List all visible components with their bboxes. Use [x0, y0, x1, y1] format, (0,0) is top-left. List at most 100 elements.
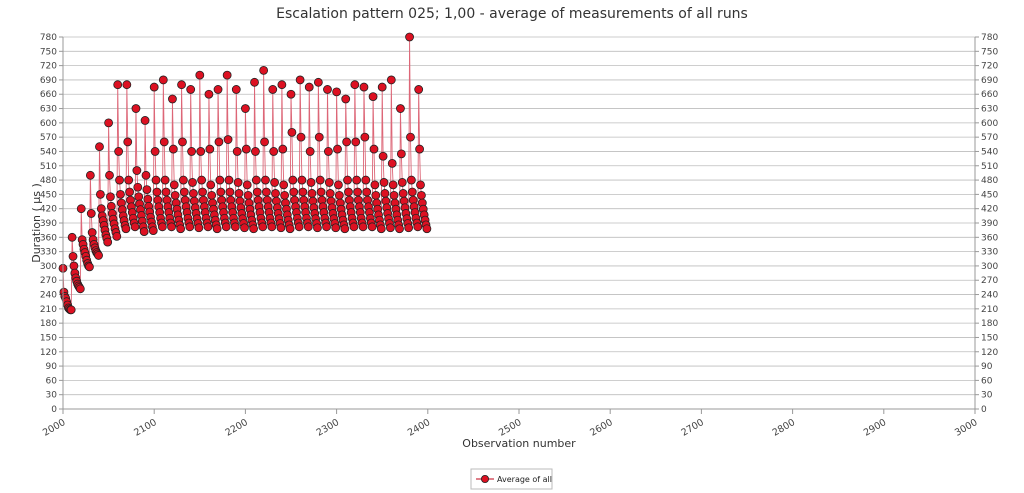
data-point	[168, 94, 177, 104]
y-tick-label-left: 780	[40, 33, 57, 43]
data-point	[343, 175, 352, 185]
data-point	[196, 147, 206, 156]
y-tick-label-left: 180	[40, 319, 57, 329]
data-point	[225, 187, 235, 197]
data-point	[267, 222, 277, 232]
data-point	[134, 192, 144, 202]
data-point	[240, 104, 250, 113]
data-point	[197, 175, 207, 185]
y-tick-label-right: 360	[981, 233, 998, 243]
data-point	[295, 75, 305, 85]
data-point	[116, 189, 125, 199]
data-point	[112, 231, 122, 241]
chart-title: Escalation pattern 025; 1,00 - average o…	[276, 6, 748, 22]
data-point	[222, 70, 232, 80]
y-tick-label-right: 630	[981, 105, 998, 115]
y-tick-label-left: 270	[40, 276, 57, 286]
data-point	[313, 223, 322, 233]
data-point	[324, 178, 334, 187]
data-point	[269, 147, 279, 156]
data-point	[95, 189, 105, 199]
data-point	[332, 87, 342, 97]
data-point	[289, 187, 299, 197]
data-point	[114, 147, 124, 156]
x-tick-label: 2400	[406, 417, 432, 439]
data-point	[205, 144, 215, 154]
data-point	[360, 132, 370, 142]
legend-box	[470, 468, 553, 490]
data-point	[413, 222, 423, 232]
data-point	[286, 89, 296, 99]
data-point	[350, 80, 360, 90]
data-point	[206, 180, 216, 190]
data-point	[387, 158, 397, 168]
data-point	[396, 104, 405, 113]
data-point	[105, 170, 114, 180]
data-point	[296, 132, 306, 142]
data-point	[280, 190, 290, 200]
y-tick-label-right: 270	[981, 276, 998, 286]
data-point	[276, 223, 286, 233]
data-point	[123, 137, 133, 147]
data-point	[187, 147, 196, 156]
data-point	[141, 170, 151, 180]
y-tick-label-left: 480	[40, 176, 57, 186]
data-point	[207, 190, 217, 200]
data-point	[68, 251, 78, 261]
data-point	[115, 175, 124, 185]
y-tick-label-right: 720	[981, 62, 998, 72]
data-point	[221, 222, 231, 232]
data-point	[198, 187, 207, 197]
data-point	[405, 32, 414, 42]
data-point	[362, 187, 372, 197]
x-tick-label: 2000	[41, 417, 67, 439]
data-point	[188, 178, 197, 187]
y-tick-label-left: 630	[40, 105, 57, 115]
data-point	[106, 192, 115, 202]
data-point	[142, 185, 152, 195]
y-tick-label-left: 690	[40, 76, 57, 86]
data-point	[370, 180, 380, 190]
data-point	[234, 189, 244, 198]
data-point	[243, 190, 253, 200]
data-point	[232, 147, 242, 156]
data-point	[333, 144, 342, 154]
y-tick-label-left: 450	[40, 190, 57, 200]
data-point	[130, 222, 140, 232]
series-line-path	[62, 36, 428, 311]
y-tick-label-left: 390	[40, 219, 57, 229]
data-point	[233, 178, 243, 187]
x-axis-title: Observation number	[462, 437, 576, 450]
y-tick-label-right: 390	[981, 219, 998, 229]
y-tick-label-left: 120	[40, 348, 57, 358]
y-tick-label-right: 450	[981, 190, 998, 200]
data-point	[377, 82, 387, 92]
data-point	[398, 189, 408, 198]
data-point	[186, 85, 196, 94]
data-point	[242, 180, 252, 190]
y-tick-label-left: 360	[40, 233, 57, 243]
data-point	[378, 151, 388, 161]
data-point	[132, 166, 142, 175]
y-tick-label-right: 750	[981, 47, 998, 57]
y-tick-label-left: 570	[40, 133, 57, 143]
y-tick-label-right: 330	[981, 248, 998, 258]
legend[interactable]: Average of all	[470, 468, 553, 490]
data-point	[122, 80, 132, 90]
data-point	[415, 144, 424, 154]
data-point	[252, 187, 262, 197]
data-point	[75, 284, 85, 294]
data-point	[169, 180, 179, 190]
data-point	[407, 187, 417, 197]
data-point	[349, 222, 359, 232]
data-point	[352, 175, 362, 185]
data-point	[240, 223, 249, 233]
y-tick-label-left: 60	[46, 376, 58, 386]
data-point	[124, 175, 134, 185]
x-tick-label: 2300	[315, 417, 341, 439]
legend-label: Average of all	[497, 475, 552, 484]
data-point	[178, 137, 187, 147]
y-tick-label-right: 210	[981, 305, 998, 315]
y-tick-label-right: 420	[981, 205, 998, 215]
